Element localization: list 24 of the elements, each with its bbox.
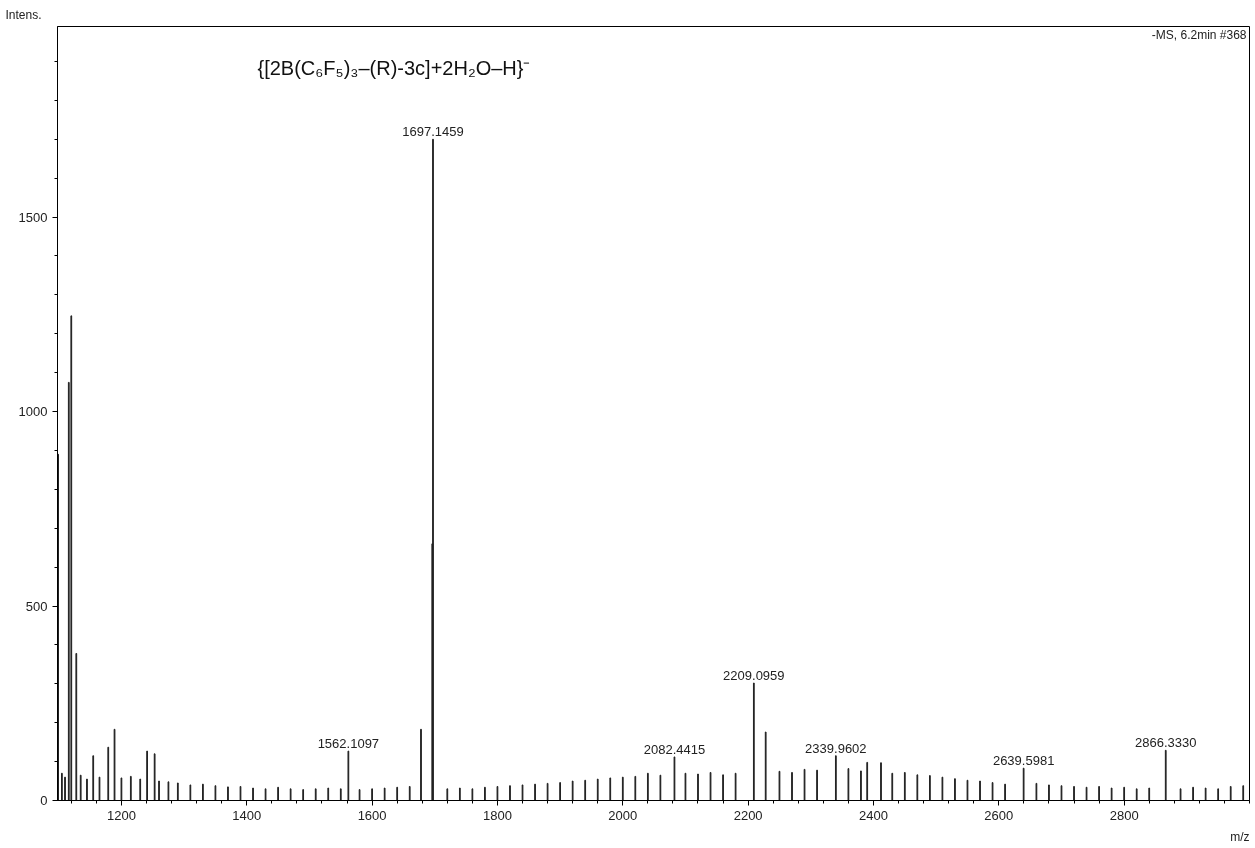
annotation: -MS, 6.2min #368 (1151, 27, 1247, 42)
y-tick-label: 500 (25, 598, 48, 614)
x-tick-label: 2200 (733, 807, 763, 823)
x-tick-label: 2800 (1109, 807, 1139, 823)
x-tick-label: 1200 (106, 807, 136, 823)
annotation: 1697.1459 (402, 124, 464, 140)
x-axis-title: m/z (1230, 829, 1250, 844)
annotation: 2082.4415 (643, 741, 706, 757)
x-tick-label: 2000 (608, 807, 638, 823)
annotation: 2339.9602 (805, 740, 867, 756)
annotation: 2209.0959 (723, 668, 785, 684)
y-tick-label: 1000 (18, 404, 48, 420)
x-tick-label: 1400 (232, 807, 262, 823)
annotation: 2639.5981 (992, 753, 1055, 769)
text: {[2B(C₆F₅)₃–(R)-3c]+2H₂O–H}⁻ (257, 56, 531, 79)
y-tick-label: 0 (40, 793, 48, 808)
annotation: 1562.1097 (317, 736, 380, 752)
x-tick-label: 1600 (357, 807, 387, 823)
y-tick-label: 1500 (18, 209, 48, 225)
x-tick-label: 2600 (984, 807, 1014, 823)
annotation: 2866.3330 (1135, 735, 1197, 751)
x-tick-label: 1800 (482, 807, 512, 823)
y-axis-title: Intens. (5, 7, 42, 22)
x-tick-label: 2400 (859, 807, 888, 823)
